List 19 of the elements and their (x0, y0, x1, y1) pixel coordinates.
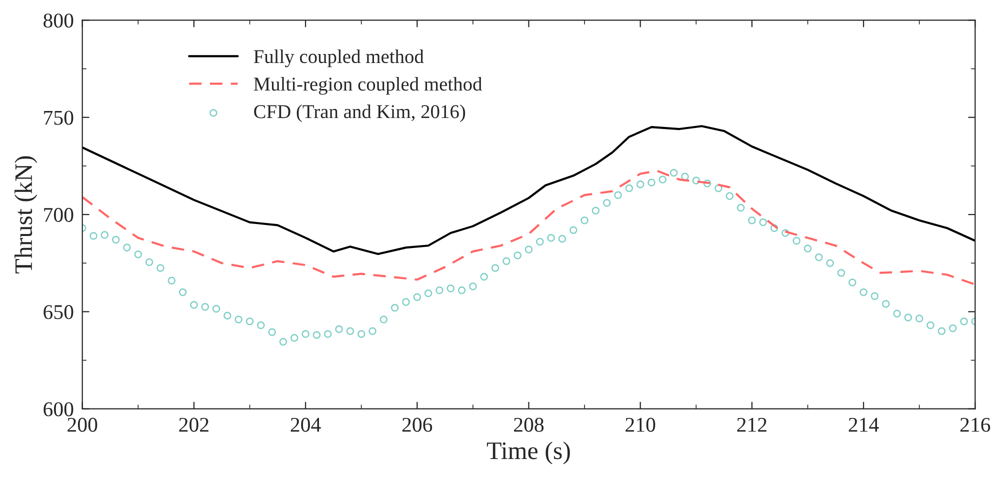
x-tick-label: 212 (737, 418, 766, 432)
y-axis-title: Thrust (kN) (14, 156, 38, 274)
x-tick-label: 216 (960, 418, 990, 432)
x-axis-title: Time (s) (486, 442, 570, 464)
legend-label: Multi-region coupled method (254, 77, 482, 95)
x-tick-label: 204 (290, 418, 321, 432)
x-tick-label: 214 (848, 418, 879, 432)
y-tick-label: 700 (44, 208, 74, 222)
legend-label: Fully coupled method (254, 49, 424, 68)
y-tick-label: 650 (44, 305, 74, 320)
x-tick-label: 200 (68, 418, 98, 432)
x-tick-label: 208 (514, 418, 544, 432)
legend-label: CFD (Tran and Kim, 2016) (254, 104, 466, 122)
y-tick-label: 750 (44, 110, 74, 125)
y-tick-label: 800 (44, 14, 74, 28)
y-tick-label: 600 (44, 402, 74, 416)
x-tick-label: 210 (626, 418, 656, 432)
x-tick-label: 202 (179, 418, 208, 432)
x-tick-label: 206 (402, 418, 432, 432)
